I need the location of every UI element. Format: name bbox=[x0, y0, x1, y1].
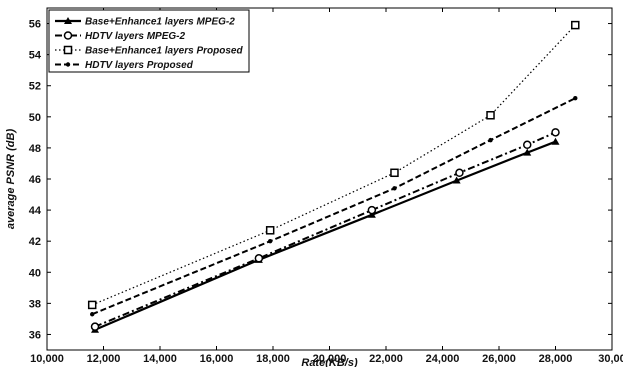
y-tick-label: 56 bbox=[29, 19, 41, 31]
y-tick-label: 38 bbox=[29, 298, 41, 310]
x-tick-label: 28,000 bbox=[539, 353, 573, 365]
y-axis: 36 38 40 42 44 46 48 50 52 54 56 bbox=[29, 19, 612, 341]
data-point bbox=[452, 176, 461, 184]
legend-label: Base+Enhance1 layers Proposed bbox=[85, 46, 243, 57]
series-4 bbox=[90, 95, 578, 317]
series-line bbox=[94, 131, 556, 328]
y-tick-label: 36 bbox=[29, 329, 41, 341]
y-tick-label: 50 bbox=[29, 112, 41, 124]
x-tick-label: 16,000 bbox=[200, 353, 234, 365]
legend: Base+Enhance1 layers MPEG-2 HDTV layers M… bbox=[48, 9, 250, 73]
x-tick-label: 24,000 bbox=[426, 353, 460, 365]
legend-box bbox=[48, 9, 250, 73]
data-point bbox=[64, 17, 72, 24]
y-tick-label: 42 bbox=[29, 236, 41, 248]
legend-label: HDTV layers Proposed bbox=[85, 60, 194, 71]
series-line bbox=[91, 24, 576, 306]
data-point bbox=[573, 95, 578, 101]
legend-entry: Base+Enhance1 layers Proposed bbox=[55, 46, 243, 57]
data-point bbox=[523, 148, 532, 156]
legend-entry: HDTV layers MPEG-2 bbox=[55, 31, 185, 42]
y-tick-label: 52 bbox=[29, 81, 41, 93]
data-point bbox=[390, 168, 399, 178]
data-point bbox=[267, 238, 273, 244]
series-line bbox=[91, 97, 576, 316]
x-axis-title: Rate(KB/s) bbox=[301, 357, 358, 367]
legend-entry: HDTV layers Proposed bbox=[55, 60, 194, 71]
y-axis-title: average PSNR (dB) bbox=[5, 129, 17, 230]
data-point bbox=[87, 300, 97, 310]
x-tick-label: 26,000 bbox=[482, 353, 516, 365]
x-axis: 10,000 12,000 14,000 16,000 18,000 20,000 22,0… bbox=[30, 8, 623, 365]
data-point bbox=[523, 140, 532, 150]
x-tick-label: 10,000 bbox=[30, 353, 64, 365]
data-point bbox=[551, 137, 560, 145]
x-tick-label: 18,000 bbox=[256, 353, 290, 365]
y-tick-label: 54 bbox=[29, 50, 42, 62]
data-point bbox=[254, 254, 264, 263]
data-point bbox=[488, 137, 493, 143]
legend-label: Base+Enhance1 layers MPEG-2 bbox=[85, 17, 235, 28]
legend-entry: Base+Enhance1 layers MPEG-2 bbox=[55, 17, 235, 28]
y-tick-label: 44 bbox=[29, 205, 42, 217]
series-layer bbox=[87, 20, 580, 333]
data-point bbox=[65, 62, 71, 67]
data-point bbox=[265, 226, 275, 235]
x-tick-label: 22,000 bbox=[369, 353, 403, 365]
series-line bbox=[94, 140, 556, 331]
data-point bbox=[486, 111, 495, 120]
data-point bbox=[90, 312, 95, 317]
series-1 bbox=[91, 137, 560, 333]
legend-label: HDTV layers MPEG-2 bbox=[85, 31, 185, 42]
y-tick-label: 40 bbox=[29, 267, 41, 279]
data-point bbox=[63, 45, 73, 55]
series-2 bbox=[90, 128, 560, 331]
data-point bbox=[571, 20, 580, 30]
y-tick-label: 48 bbox=[29, 143, 41, 155]
data-point bbox=[455, 168, 464, 178]
data-point bbox=[551, 128, 560, 137]
data-point bbox=[392, 186, 397, 191]
data-point bbox=[367, 205, 377, 215]
x-tick-label: 30,00 bbox=[598, 353, 623, 365]
x-tick-label: 12,000 bbox=[87, 353, 121, 365]
x-tick-label: 14,000 bbox=[143, 353, 177, 365]
data-point bbox=[90, 322, 100, 331]
y-tick-label: 46 bbox=[29, 174, 41, 186]
x-tick-label: 20,000 bbox=[313, 353, 347, 365]
data-point bbox=[63, 31, 73, 40]
series-3 bbox=[87, 20, 580, 310]
